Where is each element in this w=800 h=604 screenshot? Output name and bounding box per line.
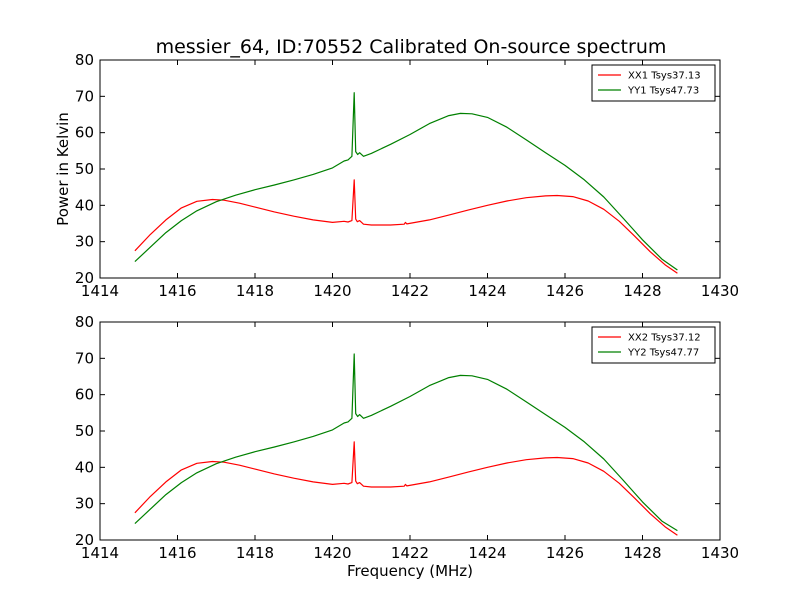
legend-1: XX1 Tsys37.13 YY1 Tsys47.73 <box>591 64 716 102</box>
x-tick-label: 1422 <box>391 282 429 300</box>
x-tick-label: 1426 <box>546 544 584 562</box>
legend-label: YY1 Tsys47.73 <box>627 86 699 97</box>
x-tick-label: 1414 <box>81 544 119 562</box>
plot-panels: 1414 1416 1418 1420 1422 1424 1426 1428 1430 20 30… <box>75 51 739 562</box>
y-tick-label: 70 <box>75 349 94 367</box>
series-line-1-2 <box>134 92 678 271</box>
legend-label: YY2 Tsys47.77 <box>627 348 699 359</box>
x-tick-label: 1420 <box>313 544 351 562</box>
y-tick-label: 50 <box>75 422 94 440</box>
series-line-2-2 <box>134 353 678 532</box>
y-tick-label: 30 <box>75 495 94 513</box>
y-tick-label: 60 <box>75 386 94 404</box>
x-tick-label: 1414 <box>81 282 119 300</box>
y-axis-label: Power in Kelvin <box>54 112 72 226</box>
panel-1: 1414 1416 1418 1420 1422 1424 1426 1428 1430 20 30… <box>75 51 739 300</box>
x-tick-label: 1424 <box>468 544 506 562</box>
legend-box <box>591 326 716 364</box>
y-tick-label: 20 <box>75 269 94 287</box>
legend-label: XX2 Tsys37.12 <box>628 333 701 344</box>
y-tick-label: 80 <box>75 51 94 69</box>
y-tick-label: 40 <box>75 458 94 476</box>
y-tick-label: 40 <box>75 196 94 214</box>
x-tick-label: 1418 <box>236 544 274 562</box>
x-axis-label: Frequency (MHz) <box>347 562 473 580</box>
y-tick-label: 20 <box>75 531 94 549</box>
x-tick-label: 1422 <box>391 544 429 562</box>
y-tick-label: 80 <box>75 313 94 331</box>
x-tick-label: 1416 <box>158 544 196 562</box>
x-tick-label: 1424 <box>468 282 506 300</box>
legend-2: XX2 Tsys37.12 YY2 Tsys47.77 <box>591 326 716 364</box>
y-tick-label: 60 <box>75 124 94 142</box>
x-tick-label: 1426 <box>546 282 584 300</box>
y-tick-label: 50 <box>75 160 94 178</box>
x-tick-label: 1418 <box>236 282 274 300</box>
x-tick-label: 1416 <box>158 282 196 300</box>
panel-2: 1414 1416 1418 1420 1422 1424 1426 1428 1430 20 30… <box>75 313 739 562</box>
series-line-2-1 <box>134 441 678 536</box>
x-tick-label: 1430 <box>701 544 739 562</box>
legend-box <box>591 64 716 102</box>
x-tick-label: 1428 <box>623 282 661 300</box>
y-tick-label: 70 <box>75 87 94 105</box>
series-line-1-1 <box>134 179 678 274</box>
y-tick-label: 30 <box>75 233 94 251</box>
x-tick-label: 1428 <box>623 544 661 562</box>
x-tick-label: 1420 <box>313 282 351 300</box>
legend-label: XX1 Tsys37.13 <box>628 71 701 82</box>
x-tick-label: 1430 <box>701 282 739 300</box>
figure-title: messier_64, ID:70552 Calibrated On-sourc… <box>156 36 667 58</box>
